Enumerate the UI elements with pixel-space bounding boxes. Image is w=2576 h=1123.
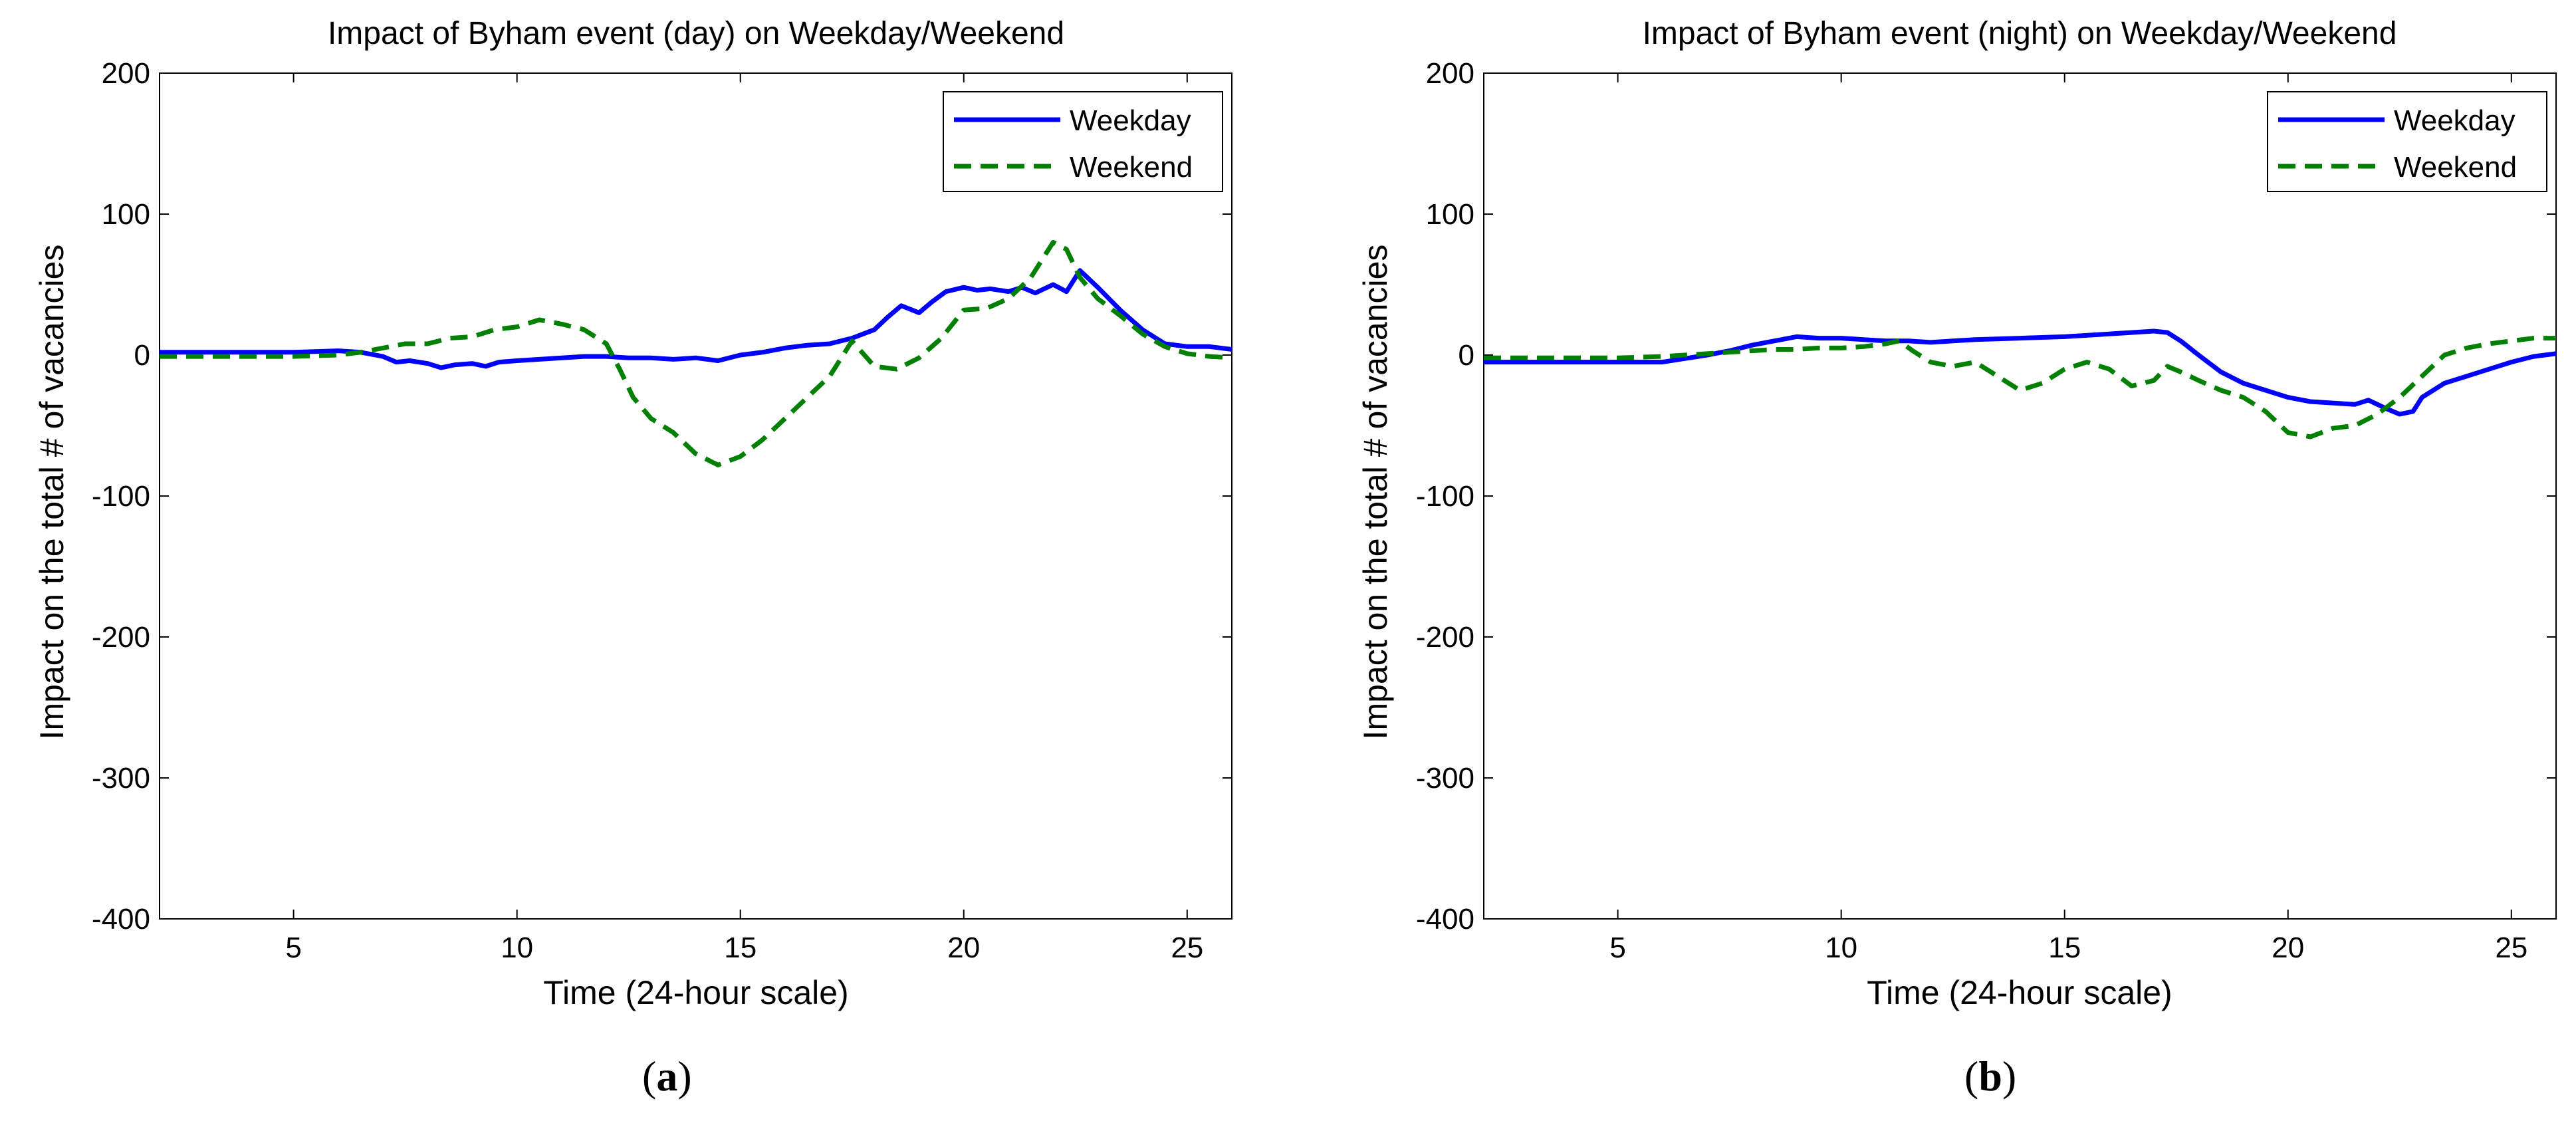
plot-area — [159, 72, 1232, 920]
x-tick-label: 20 — [947, 932, 980, 964]
series-line-weekend — [160, 239, 1232, 467]
x-tick-label: 20 — [2272, 932, 2304, 964]
series-line-weekend — [1484, 336, 2556, 439]
legend-box — [943, 91, 1223, 192]
legend: Weekday Weekend — [2267, 91, 2547, 192]
chart-panel-a: Impact of Byham event (day) on Weekday/W… — [33, 16, 1232, 1100]
y-tick-label: -300 — [92, 762, 150, 795]
x-tick-label: 25 — [2495, 932, 2527, 964]
y-tick-label: 100 — [1426, 198, 1474, 231]
legend-label-weekday: Weekday — [2394, 104, 2516, 137]
x-tick-label: 10 — [1825, 932, 1857, 964]
y-tick-label: 0 — [1459, 339, 1474, 372]
chart-title: Impact of Byham event (day) on Weekday/W… — [328, 16, 1064, 51]
y-tick-label: -300 — [1416, 762, 1474, 795]
y-axis-label: Impact on the total # of vacancies — [33, 245, 70, 740]
series-line-weekday — [160, 268, 1232, 370]
x-axis-label: Time (24-hour scale) — [543, 974, 848, 1011]
plot-area — [1483, 72, 2557, 920]
y-tick-label: 200 — [1426, 57, 1474, 90]
y-tick-label: 200 — [102, 57, 150, 90]
y-tick-label: 100 — [102, 198, 150, 231]
y-tick-label: -400 — [1416, 903, 1474, 936]
legend-box — [2267, 91, 2547, 192]
y-tick-label: -200 — [92, 621, 150, 654]
panel-caption-a: (a) — [642, 1053, 692, 1100]
x-tick-label: 5 — [1609, 932, 1625, 964]
y-axis-label: Impact on the total # of vacancies — [1357, 245, 1394, 740]
x-tick-label: 15 — [724, 932, 757, 964]
y-tick-label: -100 — [92, 480, 150, 513]
chart-title: Impact of Byham event (night) on Weekday… — [1643, 16, 2397, 51]
x-tick-label: 15 — [2048, 932, 2081, 964]
x-tick-label: 25 — [1171, 932, 1203, 964]
legend: Weekday Weekend — [943, 91, 1223, 192]
legend-label-weekday: Weekday — [1070, 104, 1191, 137]
y-tick-label: -100 — [1416, 480, 1474, 513]
series-line-weekday — [1484, 328, 2556, 417]
x-tick-label: 10 — [501, 932, 533, 964]
legend-label-weekend: Weekend — [2394, 151, 2517, 184]
y-tick-label: -200 — [1416, 621, 1474, 654]
y-tick-label: -400 — [92, 903, 150, 936]
x-tick-label: 5 — [285, 932, 301, 964]
legend-label-weekend: Weekend — [1070, 151, 1193, 184]
panel-caption-b: (b) — [1964, 1053, 2016, 1100]
x-axis-label: Time (24-hour scale) — [1867, 974, 2172, 1011]
chart-panel-b: Impact of Byham event (night) on Weekday… — [1357, 16, 2557, 1100]
y-tick-label: 0 — [134, 339, 150, 372]
